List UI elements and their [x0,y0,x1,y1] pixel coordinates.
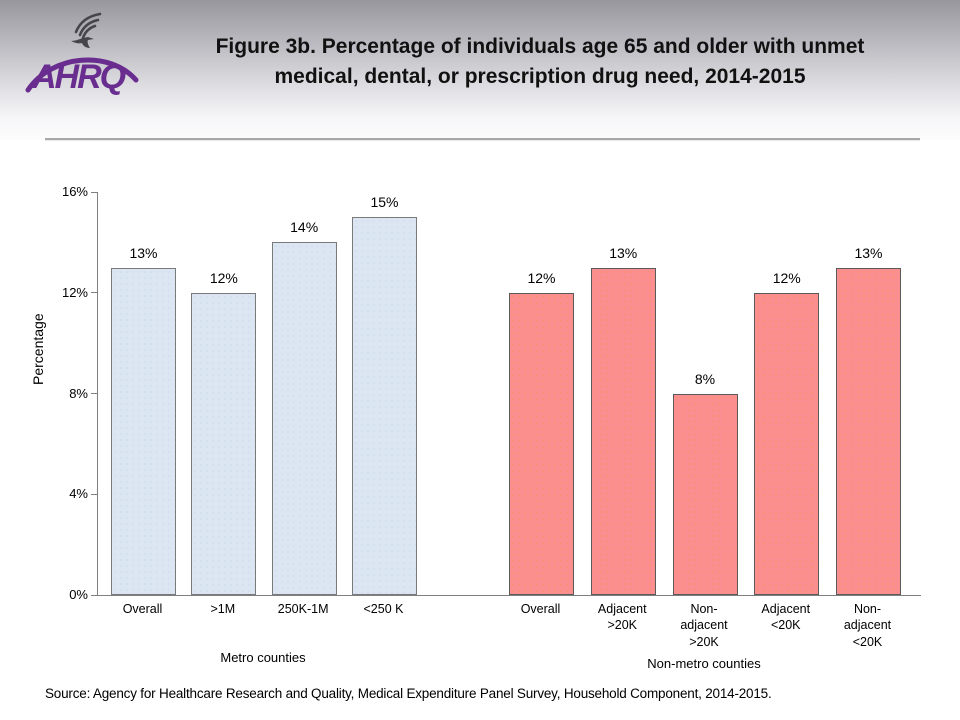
y-axis-title: Percentage [30,313,46,385]
category-label-row: Overall >1M 250K-1M <250 K [110,601,416,617]
bar [509,292,574,595]
bar-cell: 13% [590,244,656,595]
y-axis-tick-label: 12% [61,284,88,300]
bar-data-label: 13% [609,244,638,261]
bar-data-label: 12% [527,269,556,286]
bar-cell: 15% [351,194,417,595]
y-axis-tick-label: 8% [69,385,88,401]
bar [191,292,257,595]
bar-group-1: 12% 13% 8% 12% 13% [509,245,901,595]
page-title-text: Figure 3b. Percentage of individuals age… [215,35,865,89]
header-band: AHRQ Figure 3b. Percentage of individual… [0,0,960,140]
bar [836,267,901,595]
bar-cell: 13% [836,245,901,595]
y-axis-tick [91,594,97,596]
group-caption: Non-metro counties [647,656,761,671]
category-label: Adjacent >20K [597,602,647,633]
bar-data-label: 15% [370,194,399,211]
bar-data-label: 12% [209,269,238,286]
source-note: Source: Agency for Healthcare Research a… [45,686,772,701]
category-label: 250K-1M [277,602,329,616]
bar-cell: 12% [509,270,574,595]
header-divider [45,138,920,141]
bar [590,267,656,595]
bar-group-0: 13% 12% 14% 15% [111,194,417,595]
category-label: <250 K [363,602,404,616]
y-axis-tick [91,292,97,294]
category-label: Adjacent <20K [761,602,811,633]
hhs-eagle-icon [71,12,102,48]
ahrq-swoosh-arc [25,57,139,93]
bar-cell: 14% [271,219,337,595]
bar-data-label: 8% [694,370,716,387]
y-axis-tick-label: 16% [61,184,88,199]
bar [351,217,417,595]
bar [111,267,176,595]
y-axis-tick [91,493,97,495]
ahrq-wordmark: AHRQ [32,58,126,96]
y-axis-tick-label: 4% [69,486,88,502]
category-label: Non- adjacent >20K [680,602,728,649]
bar-cell: 8% [672,370,738,595]
category-label: Overall [122,602,163,616]
category-label: >1M [210,602,236,616]
bar [271,242,337,595]
eagle-body [71,37,94,48]
bar-data-label: 14% [290,219,319,236]
group-caption: Metro counties [220,650,306,665]
plot-area: 0% 4% 8% 12% 16% 13% 12% 14% 15% 12% 13% 8% 12% 13% [62,184,921,602]
ahrq-logo: AHRQ [24,6,142,110]
y-axis-tick [91,393,97,394]
y-axis-tick [91,191,97,193]
bar-data-label: 13% [129,244,158,261]
bar [672,393,738,595]
bar-cell: 12% [191,269,257,595]
bar-data-label: 13% [854,244,883,261]
page-title: Figure 3b. Percentage of individuals age… [150,32,930,93]
category-label: Overall [520,602,561,616]
bar-cell: 13% [111,245,176,595]
y-axis-tick-label: 0% [69,587,88,602]
bar [754,292,820,595]
bar-cell: 12% [754,269,820,595]
bar-data-label: 12% [772,269,801,286]
category-label: Non- adjacent <20K [843,602,892,649]
category-label-row: Overall Adjacent >20K Non- adjacent >20K Ad… [508,601,900,650]
